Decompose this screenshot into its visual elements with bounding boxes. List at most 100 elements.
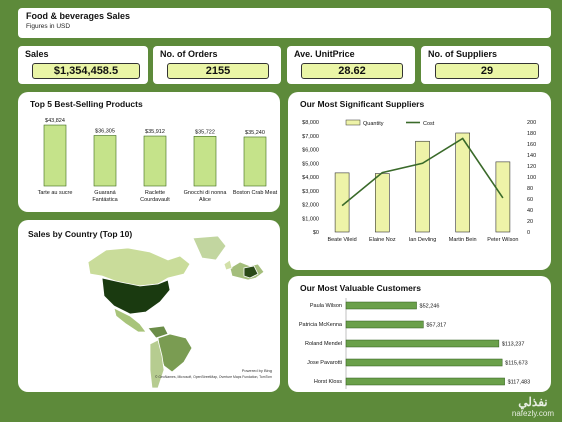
suppliers-chart: $0 $1,000 $2,000 $3,000 $4,000 $5,000 $6,000 $7… [302,119,536,243]
supplier-category-label: Ian Devling [409,237,437,243]
customer-bar [345,320,424,329]
supplier-left-tick: $6,000 [302,148,319,154]
product-category-label: Raclette [145,190,165,196]
supplier-right-tick: 100 [527,175,536,181]
kpi-suppliers-label: No. of Suppliers [428,49,498,59]
supplier-quantity-bar [375,173,390,233]
kpi-unitprice-label: Ave. UnitPrice [294,49,355,59]
watermark-latin: nafezly.com [511,409,554,418]
supplier-right-tick: 60 [527,197,533,203]
kpi-suppliers-value: 29 [435,63,539,79]
kpi-suppliers-card: No. of Suppliers 29 [421,46,551,84]
supplier-right-tick: 80 [527,186,533,192]
customer-bar [345,339,500,348]
kpi-sales-label: Sales [25,49,49,59]
kpi-orders-label: No. of Orders [160,49,218,59]
supplier-right-tick: 140 [527,153,536,159]
supplier-quantity-bar [455,132,470,233]
product-value-label: $43,824 [45,118,65,124]
greenland-region [192,235,227,261]
supplier-quantity-bar [415,140,430,233]
supplier-left-tick: $1,000 [302,216,319,222]
supplier-right-tick: 20 [527,219,533,225]
supplier-right-tick: 160 [527,142,536,148]
customer-value-label: $117,483 [508,380,531,386]
supplier-category-label: Peter Wilson [487,237,518,243]
supplier-right-tick: 120 [527,164,536,170]
uk-region[interactable] [223,259,233,271]
product-bar [43,124,67,187]
product-bar [143,135,167,187]
product-value-label: $35,912 [145,129,165,135]
country-map[interactable]: Powered by Bing © GeoNames, Microsoft, O… [18,220,280,392]
kpi-sales-card: Sales $1,354,458.5 [18,46,148,84]
watermark: نفذلي nafezly.com [512,395,554,418]
customers-panel: Our Most Valuable Customers Paula Wilson… [288,276,551,392]
supplier-left-tick: $5,000 [302,161,319,167]
kpi-orders-value: 2155 [167,63,269,79]
argentina-region[interactable] [149,339,165,389]
supplier-left-tick: $3,000 [302,189,319,195]
legend-cost-label: Cost [423,121,435,127]
canada-region[interactable] [87,247,191,287]
product-category-label: Courdavault [140,197,170,203]
top-products-panel: Top 5 Best-Selling Products $43,824 Tarte… [18,92,280,212]
product-bar [193,135,217,187]
venezuela-region[interactable] [147,325,169,339]
usa-region[interactable] [101,277,171,315]
top-products-title: Top 5 Best-Selling Products [30,99,143,109]
supplier-left-tick: $2,000 [302,203,319,209]
supplier-right-tick: 180 [527,131,536,137]
dashboard-header: Food & beverages Sales Figures in USD [18,8,551,38]
customer-bar [345,301,417,310]
customer-bar [345,377,505,386]
customer-name-label: Jose Pavarotti [307,360,342,366]
customer-name-label: Roland Mendel [305,341,342,347]
supplier-left-tick: $4,000 [302,175,319,181]
kpi-unitprice-value: 28.62 [301,63,403,79]
product-value-label: $36,305 [95,128,115,134]
supplier-left-tick: $0 [313,230,319,236]
supplier-category-label: Beate Vileid [327,237,356,243]
customer-value-label: $115,673 [505,361,528,367]
watermark-arabic: نفذلي [518,395,548,409]
product-bar [243,136,267,187]
supplier-left-tick: $7,000 [302,134,319,140]
map-attribution-credits: © GeoNames, Microsoft, OpenStreetMap, Ov… [155,375,272,379]
customer-value-label: $52,246 [420,304,440,310]
dashboard-subtitle: Figures in USD [26,23,71,30]
kpi-unitprice-card: Ave. UnitPrice 28.62 [287,46,415,84]
product-bar [93,135,117,187]
customer-name-label: Horst Kloss [314,379,342,385]
supplier-right-tick: 200 [527,120,536,126]
customer-name-label: Patricia McKenna [299,322,343,328]
customers-title: Our Most Valuable Customers [300,283,421,293]
top-products-chart: $43,824 Tarte au sucre $36,305 GuaranáFantá… [38,118,278,203]
legend-quantity-label: Quantity [363,121,384,127]
supplier-right-tick: 0 [527,230,530,236]
product-value-label: $35,722 [195,129,215,135]
kpi-sales-value: $1,354,458.5 [32,63,140,79]
customer-bar [345,358,503,367]
country-map-title: Sales by Country (Top 10) [28,229,133,239]
map-attribution-bing: Powered by Bing [242,368,272,373]
customer-value-label: $57,317 [426,323,446,329]
product-value-label: $35,240 [245,130,265,136]
mexico-region[interactable] [113,307,147,333]
customer-value-label: $113,237 [502,342,525,348]
product-category-label: Fantástica [92,197,118,203]
product-category-label: Boston Crab Meat [233,190,278,196]
germany-region[interactable] [243,265,259,279]
supplier-left-tick: $8,000 [302,120,319,126]
supplier-quantity-bar [334,172,350,233]
product-category-label: Alice [199,197,211,203]
customers-chart: Paula Wilson $52,246 Patricia McKenna $57,3… [299,298,531,389]
product-category-label: Gnocchi di nonna [184,190,228,196]
supplier-category-label: Martin Bein [449,237,477,243]
suppliers-title: Our Most Significant Suppliers [300,99,425,109]
supplier-category-label: Elaine Noz [369,237,396,243]
suppliers-panel: Our Most Significant Suppliers $0 $1,000 $… [288,92,551,270]
supplier-right-tick: 40 [527,208,533,214]
supplier-cost-line [341,137,504,207]
product-category-label: Tarte au sucre [38,190,73,196]
